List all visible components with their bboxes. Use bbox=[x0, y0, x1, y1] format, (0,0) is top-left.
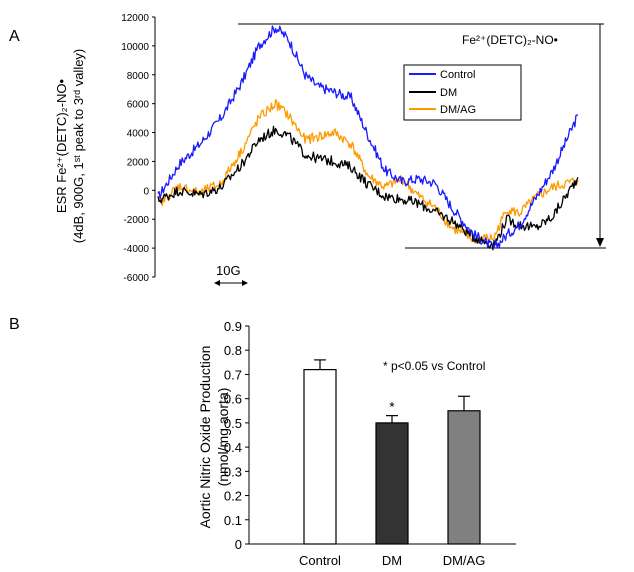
y-tick-label-b: 0.8 bbox=[224, 343, 242, 358]
y-axis-label-a-line2: (4dB, 900G, 1ˢᵗ peak to 3ʳᵈ valley) bbox=[71, 49, 86, 244]
y-axis-label-a-line1: ESR Fe²⁺(DETC)₂-NO• bbox=[54, 78, 69, 213]
legend-label-control: Control bbox=[440, 69, 475, 81]
category-label-control: Control bbox=[299, 553, 341, 568]
y-tick-label-b: 0.2 bbox=[224, 489, 242, 504]
y-ticks-a: 12000 10000 8000 6000 4000 2000 0 -2000 -4000 -60… bbox=[121, 13, 155, 284]
series-line-dm bbox=[157, 125, 579, 251]
category-label-dm: DM bbox=[382, 553, 402, 568]
panel-label-a: A bbox=[9, 28, 20, 45]
y-ticks-b: 0 0.1 0.2 0.3 0.4 0.5 0.6 0.7 0.8 0.9 bbox=[224, 319, 249, 552]
y-tick-label-b: 0.6 bbox=[224, 392, 242, 407]
y-tick-label-b: 0.9 bbox=[224, 319, 242, 334]
y-tick-label-a: -2000 bbox=[123, 215, 149, 226]
y-tick-label-a: 4000 bbox=[127, 129, 150, 140]
y-tick-label-b: 0.3 bbox=[224, 464, 242, 479]
esr-spectrum-chart: 12000 10000 8000 6000 4000 2000 0 -2000 -4000 -60… bbox=[54, 13, 606, 286]
y-tick-label-a: 12000 bbox=[121, 13, 149, 24]
scale-bar-label: 10G bbox=[216, 263, 241, 278]
legend-label-dm-ag: DM/AG bbox=[440, 104, 476, 116]
significance-note: * p<0.05 vs Control bbox=[383, 359, 485, 373]
amplitude-arrow-head bbox=[596, 238, 604, 247]
legend-label-dm: DM bbox=[440, 87, 457, 99]
series-line-control bbox=[157, 25, 579, 249]
y-tick-label-a: 10000 bbox=[121, 42, 149, 53]
significance-star: * bbox=[389, 399, 395, 415]
y-tick-label-b: 0.7 bbox=[224, 367, 242, 382]
scale-bar-arrow-left bbox=[214, 280, 220, 286]
bar-dm bbox=[375, 422, 409, 545]
bar-dm-ag bbox=[447, 410, 481, 545]
y-tick-label-a: -4000 bbox=[123, 244, 149, 255]
scale-bar-arrow-right bbox=[242, 280, 248, 286]
nitric-oxide-bar-chart: 0 0.1 0.2 0.3 0.4 0.5 0.6 0.7 0.8 0.9 * Control DM… bbox=[197, 319, 516, 568]
y-tick-label-b: 0.4 bbox=[224, 440, 242, 455]
amplitude-annotation: Fe²⁺(DETC)₂-NO• bbox=[462, 33, 558, 47]
legend-a: Control DM DM/AG bbox=[403, 64, 522, 121]
y-tick-label-b: 0.1 bbox=[224, 513, 242, 528]
spectrum-lines bbox=[157, 25, 579, 251]
y-tick-label-a: 6000 bbox=[127, 100, 150, 111]
y-tick-label-b: 0 bbox=[235, 537, 242, 552]
y-tick-label-a: 2000 bbox=[127, 157, 150, 168]
bar-control bbox=[303, 369, 337, 545]
y-tick-label-a: -6000 bbox=[123, 273, 149, 284]
y-axis-label-b-line1: Aortic Nitric Oxide Production bbox=[197, 346, 213, 529]
panel-label-b: B bbox=[9, 316, 20, 333]
category-label-dm-ag: DM/AG bbox=[443, 553, 486, 568]
category-labels: Control DM DM/AG bbox=[299, 553, 485, 568]
series-line-dm-ag bbox=[157, 99, 579, 244]
bars: * bbox=[303, 359, 481, 545]
y-tick-label-a: 0 bbox=[143, 186, 149, 197]
y-axis-label-b-line2: (nmol/mg aorta) bbox=[215, 388, 231, 487]
y-tick-label-b: 0.5 bbox=[224, 416, 242, 431]
y-tick-label-a: 8000 bbox=[127, 71, 150, 82]
